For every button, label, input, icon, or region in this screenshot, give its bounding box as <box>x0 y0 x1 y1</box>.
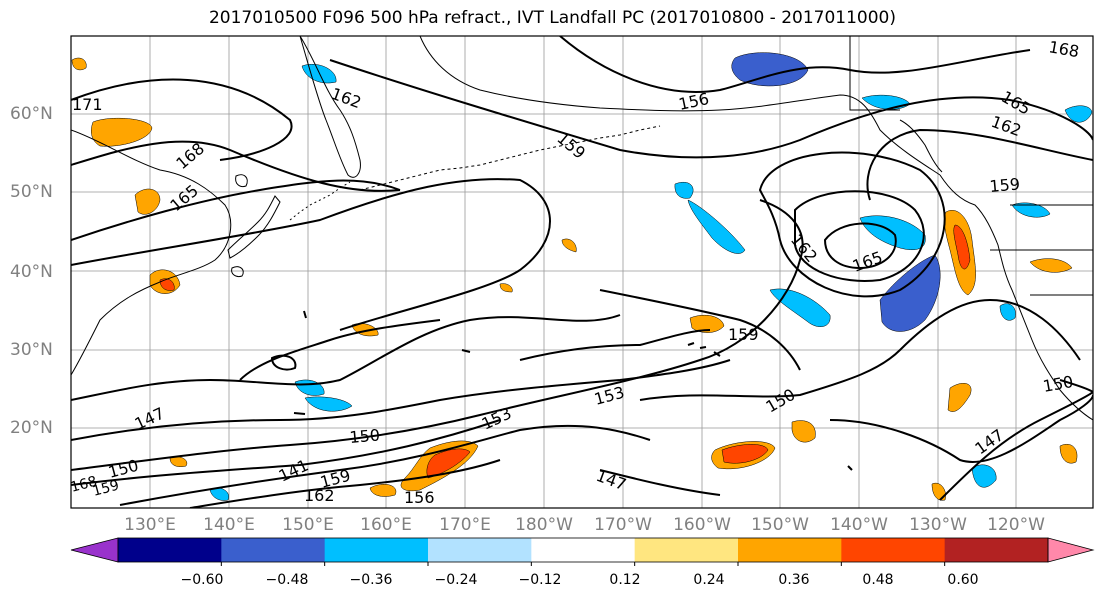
contour-label: 156 <box>404 488 435 507</box>
negative-anomaly-region <box>879 254 941 332</box>
colorbar-tick-label: 0.12 <box>609 572 641 588</box>
colorbar-tick-label: −0.60 <box>180 572 224 588</box>
map-frame: 171 162 156 159 168 165 168 162 165 159 … <box>69 36 1093 508</box>
lat-label-60n: 60°N <box>10 104 53 124</box>
lon-label-180w: 180°W <box>515 515 573 535</box>
negative-anomaly-region <box>1064 105 1093 123</box>
contour-label: 162 <box>329 84 364 112</box>
refractivity-contours <box>71 36 1093 508</box>
colorbar-extend-max <box>1047 537 1095 563</box>
positive-anomaly-region <box>71 57 87 71</box>
positive-anomaly-region <box>953 224 971 270</box>
colorbar-outline <box>117 537 1049 563</box>
contour-label: 159 <box>91 477 121 499</box>
positive-anomaly-region <box>499 283 513 293</box>
positive-anomaly-region <box>91 117 153 147</box>
lat-label-20n: 20°N <box>10 418 53 438</box>
lon-label-150e: 150°E <box>282 515 334 535</box>
contour-label: 150 <box>1041 372 1074 396</box>
colorbar-tick-label: 0.24 <box>693 572 725 588</box>
negative-anomaly-region <box>769 288 831 327</box>
colorbar-tick-label: −0.12 <box>518 572 562 588</box>
lat-label-40n: 40°N <box>10 262 53 282</box>
colorbar-segment <box>118 538 222 562</box>
negative-anomaly-region <box>861 94 911 110</box>
negative-anomaly-region <box>687 199 746 254</box>
contour-label: 141 <box>276 455 312 485</box>
negative-anomaly-region <box>294 379 325 396</box>
contour-label: 168 <box>69 473 99 495</box>
positive-anomaly-region <box>931 482 946 501</box>
colorbar-segment <box>531 538 636 562</box>
colorbar-segment <box>841 538 946 562</box>
negative-anomaly-region <box>999 303 1016 321</box>
negative-anomaly-region <box>674 182 694 199</box>
contour-label: 147 <box>132 403 168 433</box>
contour-label: 168 <box>1047 37 1080 61</box>
positive-anomaly-region <box>791 420 816 443</box>
contour-label: 159 <box>989 174 1021 196</box>
colorbar-segment <box>221 538 326 562</box>
positive-anomaly-region <box>1059 444 1078 464</box>
lon-label-130w: 130°W <box>909 515 967 535</box>
shaded-anomaly-regions <box>71 52 1093 501</box>
positive-anomaly-region <box>721 444 769 464</box>
positive-anomaly-region <box>134 188 161 215</box>
map-title: 2017010500 F096 500 hPa refract., IVT La… <box>208 8 896 28</box>
lon-label-160e: 160°E <box>360 515 412 535</box>
contour-label: 168 <box>172 139 208 173</box>
colorbar-tick-label: 0.60 <box>947 572 979 588</box>
colorbar-tick-label: 0.48 <box>862 572 894 588</box>
contour-label: 159 <box>728 325 759 344</box>
lat-label-30n: 30°N <box>10 340 53 360</box>
lon-label-170w: 170°W <box>594 515 652 535</box>
colorbar-segment <box>634 538 739 562</box>
colorbar-segment <box>324 538 429 562</box>
negative-anomaly-region <box>731 52 809 87</box>
lon-label-130e: 130°E <box>124 515 176 535</box>
lon-label-120w: 120°W <box>987 515 1045 535</box>
negative-anomaly-region <box>304 396 353 412</box>
contour-label: 147 <box>971 425 1007 458</box>
positive-anomaly-region <box>947 383 972 412</box>
positive-anomaly-region <box>369 484 397 497</box>
colorbar-segment <box>944 538 1049 562</box>
colorbar-segment <box>738 538 842 562</box>
colorbar-tick-label: 0.36 <box>778 572 810 588</box>
colorbar-tick-label: −0.24 <box>434 572 478 588</box>
contour-label: 162 <box>787 230 821 266</box>
colorbar-tick-label: −0.36 <box>349 572 393 588</box>
negative-anomaly-region <box>1011 202 1051 218</box>
contour-label: 165 <box>850 247 885 275</box>
lat-label-50n: 50°N <box>10 182 53 202</box>
lon-label-170e: 170°E <box>439 515 491 535</box>
contour-label: 150 <box>349 425 381 447</box>
colorbar-segment <box>428 538 532 562</box>
coastlines <box>71 36 1093 471</box>
positive-anomaly-region <box>1029 258 1073 273</box>
contour-label: 162 <box>304 486 335 505</box>
lon-label-140e: 140°E <box>203 515 255 535</box>
positive-anomaly-region <box>169 456 188 467</box>
negative-anomaly-region <box>209 487 230 501</box>
contour-label: 159 <box>553 129 589 163</box>
negative-anomaly-region <box>971 464 997 488</box>
negative-anomaly-region <box>301 64 337 84</box>
colorbar <box>70 537 1095 566</box>
positive-anomaly-region <box>426 448 471 479</box>
map-border <box>70 35 1094 509</box>
contour-label: 171 <box>72 95 103 114</box>
contour-label: 150 <box>763 385 799 417</box>
colorbar-tick-label: −0.48 <box>265 572 309 588</box>
contour-label: 162 <box>989 112 1024 140</box>
lon-label-140w: 140°W <box>830 515 888 535</box>
lon-label-160w: 160°W <box>673 515 731 535</box>
lon-label-150w: 150°W <box>751 515 809 535</box>
positive-anomaly-region <box>561 238 577 253</box>
colorbar-extend-min <box>70 537 119 563</box>
contour-label: 147 <box>594 466 629 494</box>
